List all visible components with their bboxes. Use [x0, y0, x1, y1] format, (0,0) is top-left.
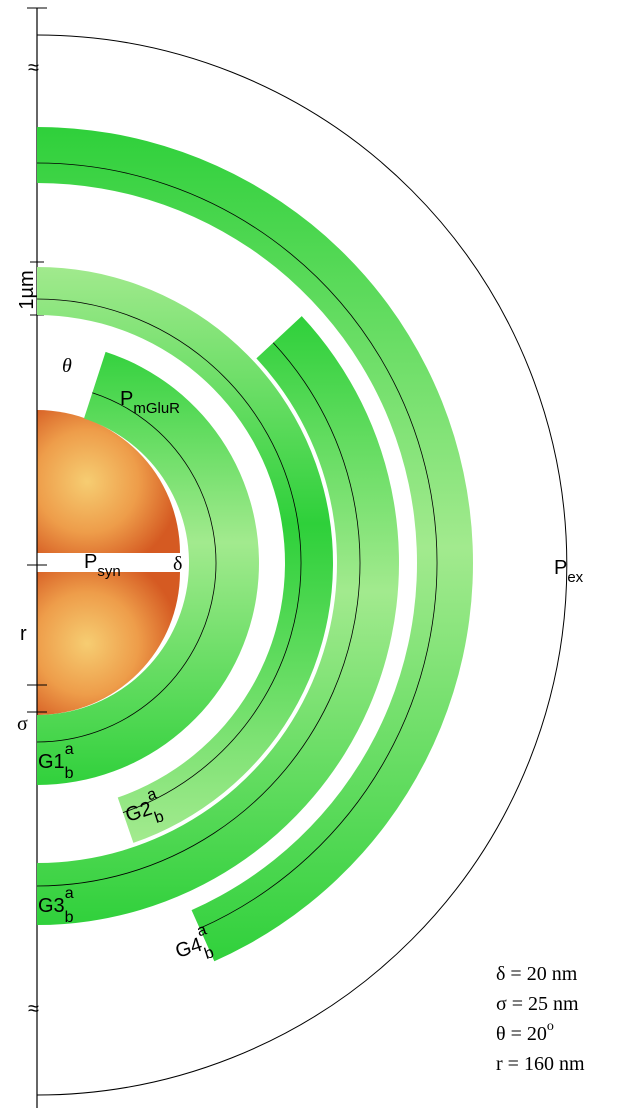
- group-name: G3: [38, 895, 65, 917]
- delta-label: δ: [173, 553, 182, 575]
- parameter: σ = 25 nm: [496, 993, 579, 1015]
- group-sub: b: [65, 765, 74, 782]
- r-label: r: [20, 623, 27, 645]
- label-sub: ex: [567, 569, 583, 586]
- scale-label: 1µm: [16, 270, 38, 309]
- axis-break: ≈: [28, 57, 39, 79]
- group-sub: b: [65, 909, 74, 926]
- shapes: [27, 8, 567, 1108]
- sigma-label: σ: [17, 713, 28, 735]
- parameters: δ = 20 nm σ = 25 nm θ = 20o r = 160 nm: [496, 963, 585, 1075]
- parameter: θ = 20o: [496, 1019, 554, 1045]
- theta-label: θ: [62, 355, 72, 377]
- parameter-text: δ = 20 nm: [496, 963, 578, 985]
- parameter: δ = 20 nm: [496, 963, 578, 985]
- parameter-text: r = 160 nm: [496, 1053, 585, 1075]
- label-sub: mGluR: [133, 400, 180, 417]
- label-main: P: [120, 388, 133, 410]
- parameter: r = 160 nm: [496, 1053, 585, 1075]
- group-sup: a: [65, 885, 74, 902]
- group-name: G1: [38, 751, 65, 773]
- label-sub: syn: [97, 563, 120, 580]
- parameter-sup: o: [547, 1019, 554, 1034]
- label-main: P: [554, 557, 567, 579]
- parameter-text: θ = 20: [496, 1023, 547, 1045]
- diagram: θ PmGluR Psyn δ Pex 1µm r σ ≈ ≈ δ = 20 n…: [0, 0, 641, 1114]
- axis-break: ≈: [28, 998, 39, 1020]
- p-ex-label: Pex: [554, 557, 584, 586]
- parameter-text: σ = 25 nm: [496, 993, 579, 1015]
- group-sup: a: [65, 741, 74, 758]
- label-main: P: [84, 551, 97, 573]
